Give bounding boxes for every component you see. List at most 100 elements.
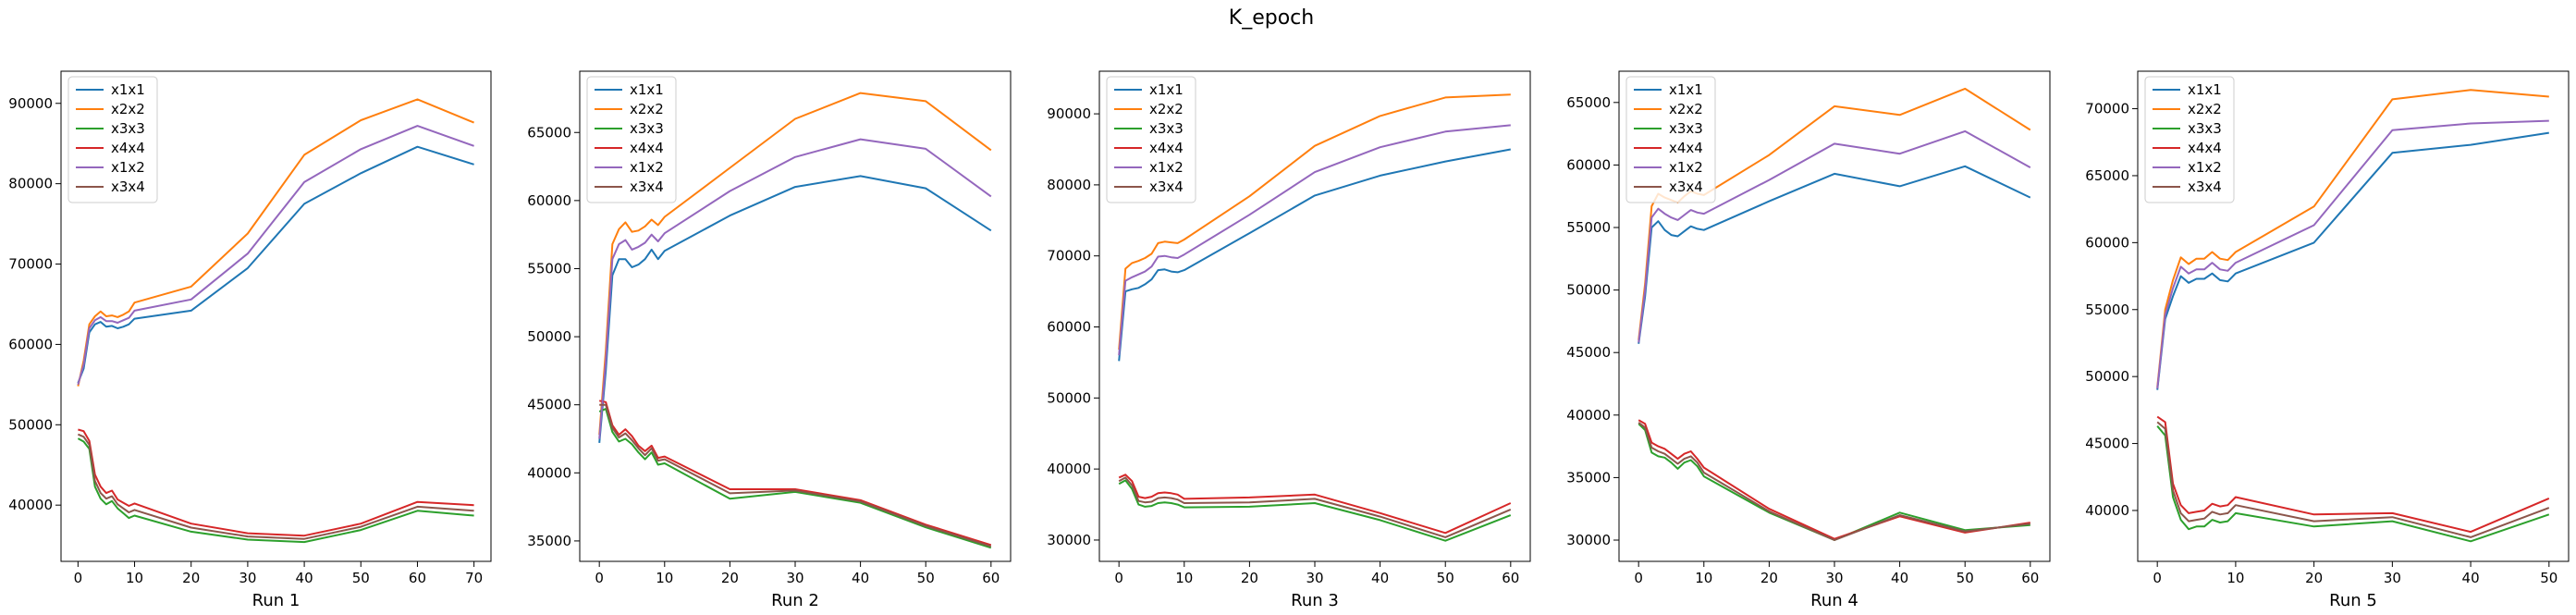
chart-panel-4: 0 10 20 30 40 50 60 30000 35000 40000 45000 50000 55… (1566, 70, 2051, 610)
legend-label-x1x2: x1x2 (630, 159, 664, 176)
x-axis-label: Run 4 (1810, 591, 1858, 610)
x-tick-label: 30 (239, 570, 256, 586)
series-line-x2x2 (2156, 89, 2549, 387)
x-tick-label: 60 (1502, 570, 1519, 586)
y-tick-label: 30000 (1566, 532, 1611, 548)
legend-label-x3x3: x3x3 (2188, 120, 2222, 137)
x-tick-label: 70 (465, 570, 483, 586)
series-line-x3x3 (2156, 425, 2550, 543)
legend-label-x3x4: x3x4 (111, 178, 145, 195)
legend-label-x4x4: x4x4 (630, 140, 664, 156)
y-tick-label: 90000 (8, 95, 53, 112)
series-line-x4x4 (1118, 474, 1512, 535)
chart-panel-2: 0 10 20 30 40 50 60 35000 40000 45000 50000 55000 60… (527, 70, 1012, 610)
legend-label-x4x4: x4x4 (2188, 140, 2222, 156)
y-tick-label: 65000 (2085, 167, 2129, 184)
x-tick-label: 50 (2540, 570, 2558, 586)
series-line-x3x4 (1118, 476, 1512, 538)
series-line-x3x3 (1638, 423, 2030, 541)
axes-frame (2137, 70, 2570, 562)
y-tick-label: 50000 (527, 328, 571, 345)
legend-label-x2x2: x2x2 (630, 101, 664, 117)
x-tick-label: 30 (1306, 570, 1323, 586)
series-line-x3x4 (78, 433, 474, 540)
series-line-x1x1 (77, 145, 474, 384)
series-line-x4x4 (78, 428, 474, 537)
series-line-x1x2 (1638, 129, 2031, 343)
legend-label-x1x1: x1x1 (2188, 81, 2222, 98)
series-line-x4x4 (598, 400, 992, 547)
y-tick-label: 60000 (8, 336, 53, 352)
legend-label-x1x2: x1x2 (1669, 159, 1703, 176)
chart-panel-5: 0 10 20 30 40 50 40000 45000 50000 55000 60000 6500… (2085, 70, 2570, 610)
x-tick-label: 10 (1695, 570, 1712, 586)
y-tick-label: 40000 (2085, 502, 2129, 519)
x-tick-label: 30 (2384, 570, 2401, 586)
x-tick-label: 60 (2021, 570, 2039, 586)
y-tick-label: 40000 (1566, 407, 1611, 424)
legend-label-x1x1: x1x1 (1149, 81, 1184, 98)
legend-label-x1x2: x1x2 (2188, 159, 2222, 176)
x-tick-label: 30 (786, 570, 803, 586)
legend-label-x4x4: x4x4 (111, 140, 145, 156)
x-tick-label: 0 (74, 570, 83, 586)
x-tick-label: 40 (296, 570, 313, 586)
series-line-x3x3 (598, 408, 992, 549)
y-tick-label: 50000 (2085, 368, 2129, 385)
legend-label-x4x4: x4x4 (1669, 140, 1703, 156)
chart-panel-3: 0 10 20 30 40 50 60 30000 40000 50000 60000 70000 80… (1047, 70, 1531, 610)
legend-label-x1x1: x1x1 (1669, 81, 1703, 98)
legend-label-x3x3: x3x3 (1669, 120, 1703, 137)
legend-label-x1x2: x1x2 (111, 159, 145, 176)
legend-label-x1x1: x1x1 (111, 81, 145, 98)
axes-frame (60, 70, 492, 562)
x-tick-label: 20 (182, 570, 200, 586)
legend-label-x3x4: x3x4 (2188, 178, 2222, 195)
series-line-x2x2 (598, 92, 992, 436)
x-tick-label: 50 (1957, 570, 1974, 586)
x-tick-label: 60 (982, 570, 1000, 586)
legend-label-x3x4: x3x4 (1669, 178, 1703, 195)
series-line-x4x4 (1638, 419, 2030, 540)
y-tick-label: 60000 (1566, 156, 1611, 173)
legend-label-x2x2: x2x2 (1669, 101, 1703, 117)
y-tick-label: 80000 (8, 176, 53, 192)
x-tick-label: 40 (1371, 570, 1389, 586)
x-tick-label: 20 (2305, 570, 2323, 586)
legend-label-x3x4: x3x4 (630, 178, 664, 195)
x-tick-label: 10 (1175, 570, 1193, 586)
series-line-x1x2 (1118, 124, 1511, 356)
x-axis-label: Run 5 (2329, 591, 2377, 610)
series-line-x1x1 (1118, 148, 1511, 362)
y-tick-label: 45000 (1566, 344, 1611, 361)
y-tick-label: 60000 (1047, 319, 1091, 336)
y-tick-label: 55000 (527, 260, 571, 277)
legend-label-x2x2: x2x2 (1149, 101, 1184, 117)
x-axis-label: Run 3 (1291, 591, 1339, 610)
series-line-x1x2 (77, 125, 474, 386)
y-tick-label: 40000 (8, 497, 53, 513)
y-tick-label: 45000 (527, 397, 571, 413)
legend-label-x1x2: x1x2 (1149, 159, 1184, 176)
x-axis-label: Run 1 (252, 591, 301, 610)
series-line-x4x4 (2156, 415, 2550, 534)
legend-label-x3x4: x3x4 (1149, 178, 1184, 195)
legend-label-x4x4: x4x4 (1149, 140, 1184, 156)
x-tick-label: 60 (409, 570, 426, 586)
x-tick-label: 10 (656, 570, 673, 586)
series-line-x3x4 (2156, 421, 2550, 538)
y-tick-label: 40000 (527, 464, 571, 481)
y-tick-label: 80000 (1047, 177, 1091, 193)
y-tick-label: 90000 (1047, 105, 1091, 122)
x-tick-label: 0 (1634, 570, 1643, 586)
y-tick-label: 55000 (2085, 301, 2129, 318)
series-line-x3x4 (1638, 422, 2030, 541)
y-tick-label: 65000 (527, 124, 571, 141)
y-tick-label: 50000 (1566, 282, 1611, 299)
x-tick-label: 0 (1114, 570, 1123, 586)
x-tick-label: 0 (2153, 570, 2162, 586)
figure-title: K_epoch (1229, 6, 1314, 30)
x-tick-label: 50 (1437, 570, 1454, 586)
x-tick-label: 10 (126, 570, 143, 586)
